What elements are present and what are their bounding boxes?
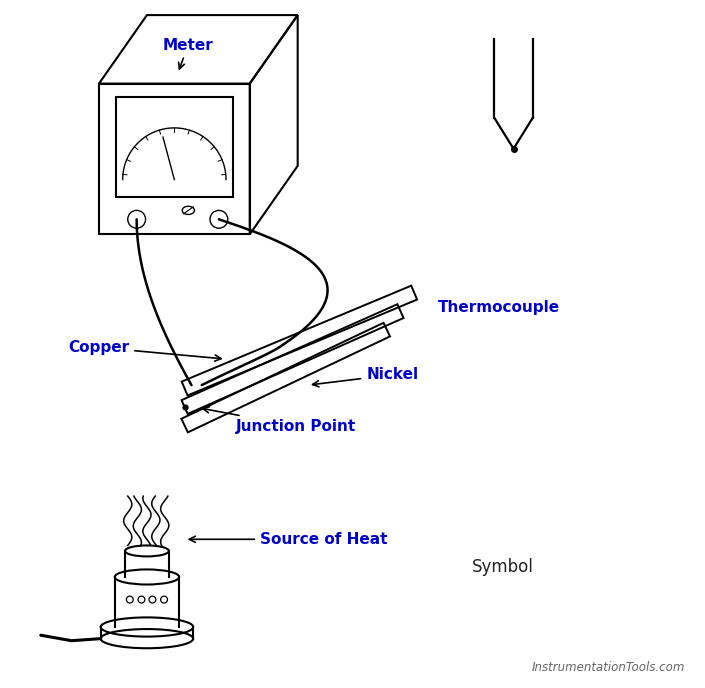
Text: Source of Heat: Source of Heat xyxy=(189,532,388,547)
Text: Copper: Copper xyxy=(68,340,221,361)
Text: Symbol: Symbol xyxy=(472,558,534,576)
Text: Thermocouple: Thermocouple xyxy=(438,300,560,315)
Text: InstrumentationTools.com: InstrumentationTools.com xyxy=(532,661,685,674)
Text: Junction Point: Junction Point xyxy=(203,407,356,433)
Text: Meter: Meter xyxy=(163,38,214,69)
Text: Nickel: Nickel xyxy=(312,367,418,387)
